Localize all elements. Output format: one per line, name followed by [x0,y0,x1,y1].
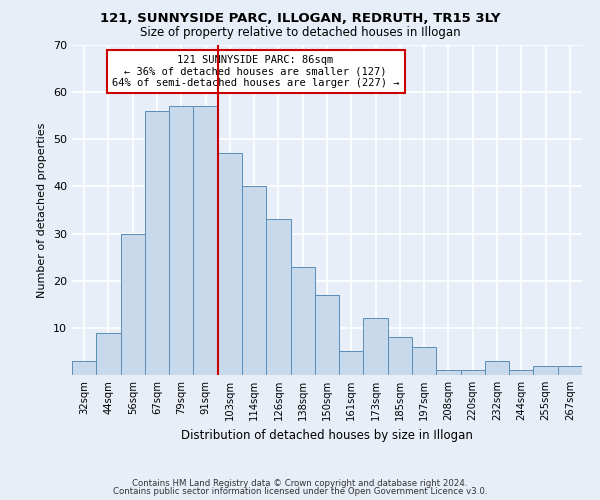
Bar [145,111,169,375]
Bar [218,154,242,375]
Bar [364,318,388,375]
Bar [485,361,509,375]
Bar [509,370,533,375]
Y-axis label: Number of detached properties: Number of detached properties [37,122,47,298]
Bar [412,346,436,375]
Bar [96,332,121,375]
Text: Contains HM Land Registry data © Crown copyright and database right 2024.: Contains HM Land Registry data © Crown c… [132,478,468,488]
Bar [193,106,218,375]
Bar [339,352,364,375]
Bar [290,266,315,375]
Bar [121,234,145,375]
Text: 121, SUNNYSIDE PARC, ILLOGAN, REDRUTH, TR15 3LY: 121, SUNNYSIDE PARC, ILLOGAN, REDRUTH, T… [100,12,500,26]
Bar [388,338,412,375]
Text: Size of property relative to detached houses in Illogan: Size of property relative to detached ho… [140,26,460,39]
Bar [72,361,96,375]
Text: 121 SUNNYSIDE PARC: 86sqm
← 36% of detached houses are smaller (127)
64% of semi: 121 SUNNYSIDE PARC: 86sqm ← 36% of detac… [112,55,400,88]
X-axis label: Distribution of detached houses by size in Illogan: Distribution of detached houses by size … [181,428,473,442]
Bar [558,366,582,375]
Bar [169,106,193,375]
Bar [315,295,339,375]
Bar [436,370,461,375]
Bar [533,366,558,375]
Bar [461,370,485,375]
Text: Contains public sector information licensed under the Open Government Licence v3: Contains public sector information licen… [113,487,487,496]
Bar [242,186,266,375]
Bar [266,220,290,375]
